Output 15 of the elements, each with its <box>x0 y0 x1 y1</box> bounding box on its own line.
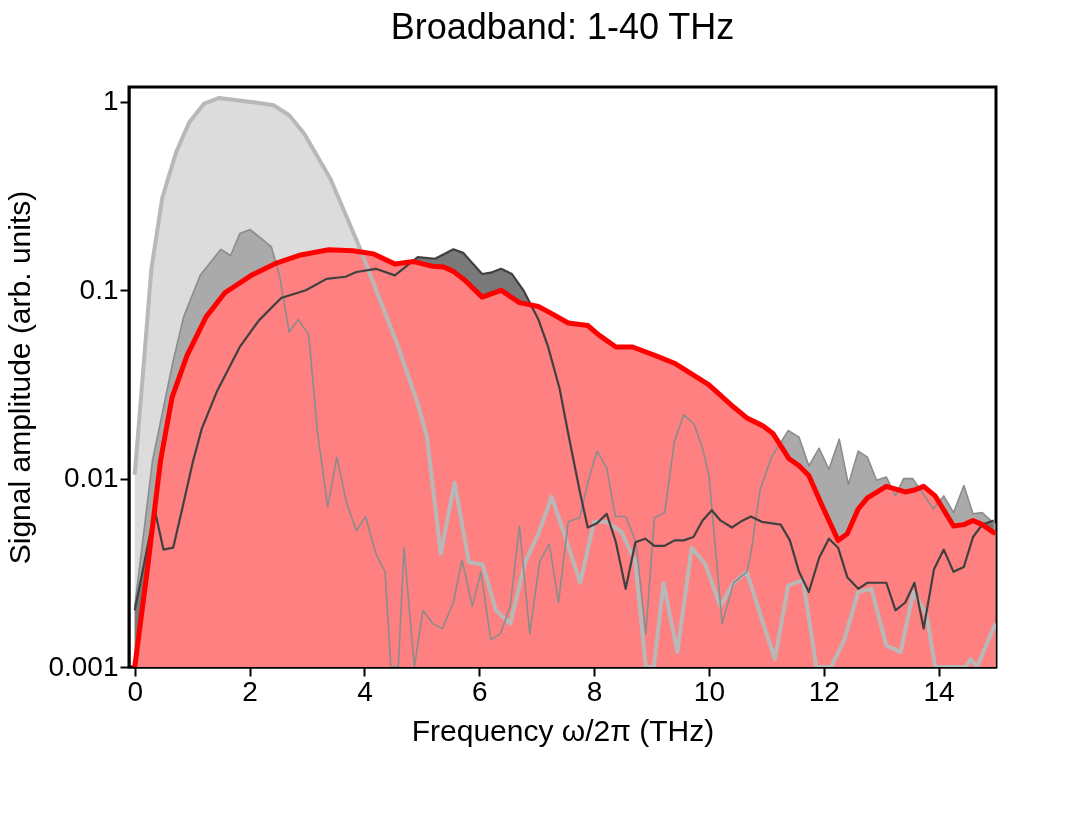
x-axis-title: Frequency ω/2π (THz) <box>411 713 715 747</box>
x-tick-label: 12 <box>808 675 840 707</box>
y-tick-label: 0.1 <box>79 273 119 305</box>
y-tick-label: 1 <box>102 85 119 117</box>
chart-title: Broadband: 1-40 THz <box>390 6 735 47</box>
x-tick-label: 2 <box>242 675 258 707</box>
y-tick-label: 0.01 <box>64 462 119 494</box>
x-tick-label: 8 <box>586 675 603 707</box>
x-tick-label: 14 <box>923 675 955 707</box>
x-tick-label: 4 <box>357 675 373 707</box>
x-tick-label: 10 <box>693 675 725 707</box>
x-tick-label: 6 <box>471 675 488 707</box>
y-axis-title: Signal amplitude (arb. units) <box>3 190 37 565</box>
y-tick-label: 0.001 <box>48 650 119 682</box>
x-tick-label: 0 <box>127 675 144 707</box>
